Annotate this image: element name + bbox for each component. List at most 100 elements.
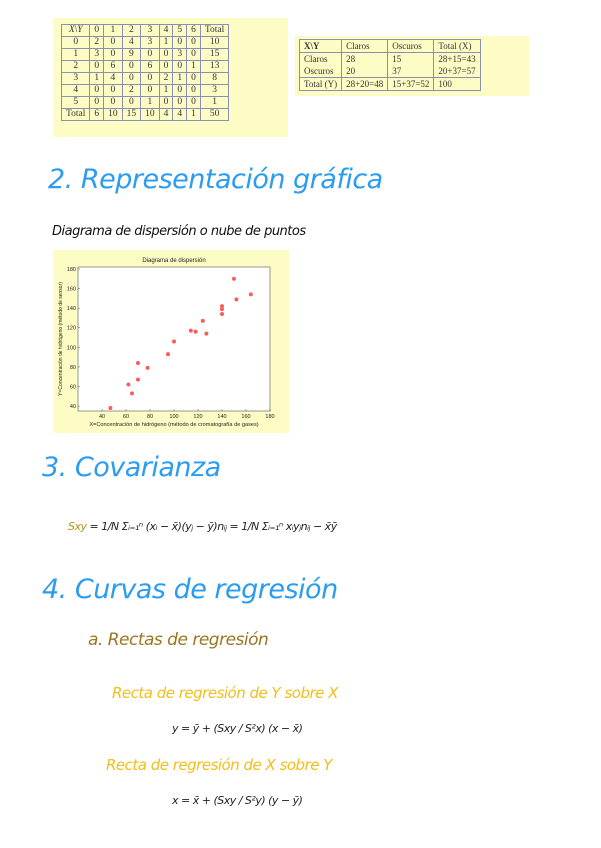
table-cell: 20+37=57 xyxy=(433,65,481,78)
table-cell: 3 xyxy=(172,48,188,61)
table-cell: 2 xyxy=(60,60,91,73)
table-cell: 0 xyxy=(140,48,160,61)
contingency-table: X\Y 0 1 2 3 4 5 6 Total 0 2 0 4 3 1 0 0 10 1 3 0 9 0 0 3 0 15 2 0 6 0 6… xyxy=(60,24,230,121)
data-point xyxy=(136,361,140,365)
table-cell: 28+15=43 xyxy=(433,52,481,65)
y-tick-label: 80 xyxy=(70,365,76,371)
y-tick-label: 140 xyxy=(67,306,76,312)
table-cell: 0 xyxy=(158,60,174,73)
table-cell: 8 xyxy=(199,72,230,85)
table-cell: 28 xyxy=(341,52,389,65)
claros-oscuros-table-box: X\Y Claros Oscuros Total (X) Claros 28 15 28+15… xyxy=(295,36,529,96)
data-point xyxy=(166,352,170,357)
scatter-chart: Diagrama de dispersión X=Concentración de… xyxy=(58,258,275,428)
x-tick-label: 100 xyxy=(169,414,178,420)
table-cell: 2 xyxy=(158,72,174,85)
claros-oscuros-table: X\Y Claros Oscuros Total (X) Claros 28 15 28+15… xyxy=(298,39,481,91)
table-cell: 0 xyxy=(158,48,174,61)
table-cell: 4 xyxy=(60,84,91,97)
table-cell: 10 xyxy=(140,108,160,121)
table-cell: 9 xyxy=(121,48,142,61)
table-row: Oscuros 20 37 20+37=57 xyxy=(298,65,481,78)
data-point xyxy=(108,406,113,411)
table-cell: 1 xyxy=(158,36,174,49)
table-cell: 0 xyxy=(89,84,105,97)
table-cell: 0 xyxy=(60,36,91,49)
table-cell: Claros xyxy=(298,52,343,65)
table-cell: 0 xyxy=(186,36,201,49)
table-header-row: X\Y 0 1 2 3 4 5 6 Total xyxy=(60,24,230,37)
table-cell: X\Y xyxy=(298,39,343,53)
table-cell: 1 xyxy=(60,48,91,61)
table-cell: 1 xyxy=(89,72,105,85)
table-cell: 6 xyxy=(89,108,105,121)
table-cell: 0 xyxy=(186,48,201,61)
table-cell: Oscuros xyxy=(298,65,343,78)
data-point xyxy=(172,339,176,344)
table-header-row: X\Y Claros Oscuros Total (X) xyxy=(298,39,481,53)
data-point xyxy=(234,297,239,302)
contingency-table-box: X\Y 0 1 2 3 4 5 6 Total 0 2 0 4 3 1 0 0 10 1 3 0 9 0 0 3 0 15 2 0 6 0 6… xyxy=(53,18,288,137)
table-row: Total (Y) 28+20=48 15+37=52 100 xyxy=(298,77,481,91)
x-tick-label: 80 xyxy=(147,414,153,420)
covariance-formula: Sxy = 1/N Σᵢ₌₁ⁿ (xᵢ − x̄)(yⱼ − ȳ)nᵢⱼ = 1… xyxy=(68,520,337,533)
section-2-subtitle: Diagrama de dispersión o nube de puntos xyxy=(52,224,306,239)
data-point xyxy=(200,318,205,323)
data-point xyxy=(126,382,131,387)
table-cell: 0 xyxy=(103,84,123,97)
x-tick-label: 180 xyxy=(265,414,274,420)
table-cell: 2 xyxy=(121,84,142,97)
table-cell: 0 xyxy=(121,96,142,109)
table-row: 1 3 0 9 0 0 3 0 15 xyxy=(60,48,230,61)
data-point xyxy=(193,329,198,334)
table-cell: 10 xyxy=(103,108,123,121)
table-cell: 0 xyxy=(89,60,105,73)
data-point xyxy=(232,276,236,281)
table-row: Claros 28 15 28+15=43 xyxy=(298,52,481,65)
table-cell: 0 xyxy=(186,84,201,97)
x-tick-label: 60 xyxy=(123,414,129,420)
table-cell: 0 xyxy=(103,36,123,49)
x-tick-label: 160 xyxy=(241,414,250,420)
y-tick-label: 60 xyxy=(70,385,76,391)
data-point xyxy=(145,365,150,370)
table-cell: 0 xyxy=(121,72,142,85)
table-cell: 20 xyxy=(341,65,389,78)
y-tick-label: 120 xyxy=(67,326,76,332)
table-cell: 15 xyxy=(387,52,435,65)
table-cell: 15 xyxy=(199,48,230,61)
table-cell: 3 xyxy=(140,36,160,49)
table-cell: 2 xyxy=(89,36,105,49)
data-point xyxy=(220,312,224,317)
regression-x-on-y-label: Recta de regresión de X sobre Y xyxy=(106,756,332,774)
plot-area xyxy=(77,266,271,412)
chart-title: Diagrama de dispersión xyxy=(142,258,205,264)
table-cell: 37 xyxy=(387,65,435,78)
table-cell: 0 xyxy=(158,96,174,109)
table-cell: 0 xyxy=(172,60,188,73)
data-point xyxy=(136,377,140,382)
table-cell: 15+37=52 xyxy=(387,77,435,91)
table-cell: 0 xyxy=(186,96,201,109)
regression-y-on-x-label: Recta de regresión de Y sobre X xyxy=(112,684,338,702)
data-point xyxy=(188,328,193,333)
table-cell: 0 xyxy=(89,96,105,109)
table-cell: Total xyxy=(60,108,91,121)
y-axis-label: Y=Concentración de hidrógeno (método de … xyxy=(58,282,64,396)
table-cell: 3 xyxy=(199,84,230,97)
data-point xyxy=(204,331,209,336)
table-cell: 28+20=48 xyxy=(341,77,389,91)
section-3-heading: 3. Covarianza xyxy=(42,452,221,483)
x-tick-label: 120 xyxy=(193,414,202,420)
table-cell: X\Y xyxy=(60,24,91,37)
table-cell: 1 xyxy=(186,108,201,121)
x-tick-label: 140 xyxy=(217,414,226,420)
table-cell: 0 xyxy=(103,96,123,109)
x-tick-label: 40 xyxy=(99,414,105,420)
table-cell: Total (Y) xyxy=(298,77,343,91)
scatter-chart-box: Diagrama de dispersión X=Concentración de… xyxy=(53,250,289,433)
table-cell: 4 xyxy=(103,72,123,85)
covariance-expression: = 1/N Σᵢ₌₁ⁿ (xᵢ − x̄)(yⱼ − ȳ)nᵢⱼ = 1/N Σ… xyxy=(89,520,338,533)
